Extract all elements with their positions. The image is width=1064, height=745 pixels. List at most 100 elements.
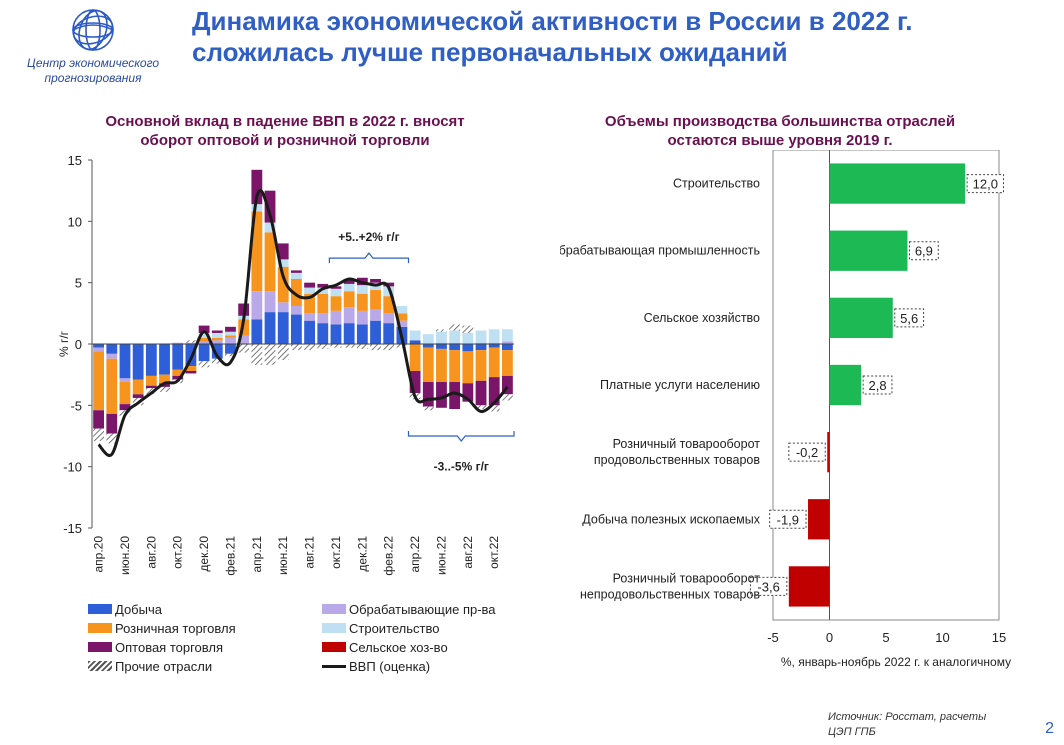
logo-line-1: Центр экономического (26, 56, 160, 70)
x-tick-label: фев.21 (223, 536, 237, 576)
bar-mining (145, 344, 157, 376)
bar-mining (422, 344, 434, 348)
bar-manufacturing (277, 302, 289, 313)
x-tick-label: окт.21 (329, 536, 343, 569)
category-label: Добыча полезных ископаемых (582, 512, 760, 526)
x-axis-label: %, январь-ноябрь 2022 г. к аналогичному (781, 655, 1011, 669)
bar-wholesale (436, 382, 447, 408)
x-tick-label: дек.21 (355, 536, 369, 572)
value-label: 5,6 (900, 311, 918, 326)
legend-swatch-other (88, 661, 112, 671)
bar-wholesale (172, 375, 184, 380)
logo: Центр экономического прогнозирования (8, 6, 178, 96)
bar-construction (330, 288, 342, 297)
globe-logo-icon (72, 9, 114, 51)
annotation-upper: +5..+2% г/г (338, 230, 399, 244)
bar-mining (462, 344, 474, 352)
x-tick-label: 5 (882, 630, 889, 645)
bar-manufacturing (436, 342, 447, 344)
bar-construction (501, 329, 513, 342)
bar-manufacturing (501, 341, 513, 344)
x-tick-label: апр.20 (92, 536, 106, 573)
bar-construction (290, 272, 302, 279)
bar-manufacturing (185, 342, 197, 344)
bar-retail (356, 293, 368, 311)
brace-upper (328, 252, 410, 264)
y-tick-label: -5 (70, 398, 82, 413)
industry-bar (788, 566, 830, 607)
bar-manufacturing (370, 309, 381, 321)
bar-mining (330, 324, 342, 344)
bar-retail (449, 350, 461, 383)
x-tick-label: 0 (826, 630, 833, 645)
industry-bar (808, 499, 830, 540)
bar-wholesale (132, 394, 144, 398)
bar-wholesale (501, 375, 513, 395)
bar-other (436, 329, 447, 332)
bar-wholesale (317, 283, 329, 288)
value-label: 6,9 (915, 244, 933, 259)
legend-item-manufacturing: Обрабатывающие пр-ва (322, 600, 496, 618)
y-tick-label: 5 (75, 276, 82, 291)
x-tick-label: 15 (992, 630, 1006, 645)
value-label-box (788, 442, 826, 462)
bar-other (396, 344, 408, 348)
bar-construction (449, 330, 461, 343)
category-label: Сельское хозяйство (644, 311, 760, 325)
page-number: 2 (1045, 720, 1054, 737)
bar-mining (198, 344, 210, 362)
bar-mining (383, 323, 395, 344)
bar-mining (356, 324, 368, 344)
bar-wholesale (383, 282, 395, 287)
bar-construction (436, 331, 447, 343)
bar-manufacturing (172, 342, 184, 344)
bar-wholesale (225, 326, 236, 332)
bar-other (343, 344, 355, 348)
bar-construction (211, 332, 223, 338)
x-tick-label: июн.21 (276, 536, 290, 575)
bar-mining (172, 344, 184, 370)
bar-mining (449, 344, 461, 351)
bar-other (185, 340, 197, 343)
bar-other (198, 361, 210, 368)
bar-manufacturing (356, 310, 368, 325)
value-label-box (894, 308, 925, 328)
bar-wholesale (290, 270, 302, 273)
x-tick-label: июн.20 (118, 536, 132, 575)
legend-item-other: Прочие отрасли (88, 657, 212, 675)
gdp-line (97, 188, 509, 457)
bar-mining (409, 340, 421, 344)
value-label-box (749, 576, 788, 596)
legend-swatch-gdp (322, 664, 346, 668)
bar-mining (225, 344, 236, 354)
legend-label-other: Прочие отрасли (115, 658, 213, 674)
bar-mining (475, 344, 487, 351)
bar-retail (264, 232, 276, 292)
value-label: 2,8 (869, 378, 887, 393)
bar-manufacturing (475, 342, 487, 344)
bar-manufacturing (119, 378, 131, 383)
bar-retail (119, 382, 131, 405)
right-chart-title-line-1: Объемы производства большинства отраслей (604, 113, 956, 130)
bar-other (264, 344, 276, 365)
bar-other (251, 344, 263, 365)
industry-bar (829, 297, 893, 338)
bar-manufacturing (225, 337, 236, 344)
bar-mining (277, 312, 289, 344)
bar-construction (422, 334, 434, 344)
bar-mining (501, 344, 513, 351)
source-line-1: Источник: Росстат, расчеты (828, 711, 987, 723)
value-label-box (908, 241, 939, 261)
bar-wholesale (185, 370, 197, 374)
industry-bar (829, 364, 862, 406)
bar-wholesale (106, 413, 118, 434)
x-tick-label: -5 (767, 630, 779, 645)
logo-line-2: прогнозирования (44, 71, 142, 85)
bar-wholesale (145, 385, 157, 389)
bar-construction (277, 259, 289, 267)
x-tick-label: 10 (935, 630, 949, 645)
bar-mining (185, 344, 197, 367)
bar-manufacturing (238, 335, 250, 344)
source-note: Источник: Росстат, расчеты ЦЭП ГПБ (828, 710, 986, 740)
bar-construction (462, 332, 474, 344)
